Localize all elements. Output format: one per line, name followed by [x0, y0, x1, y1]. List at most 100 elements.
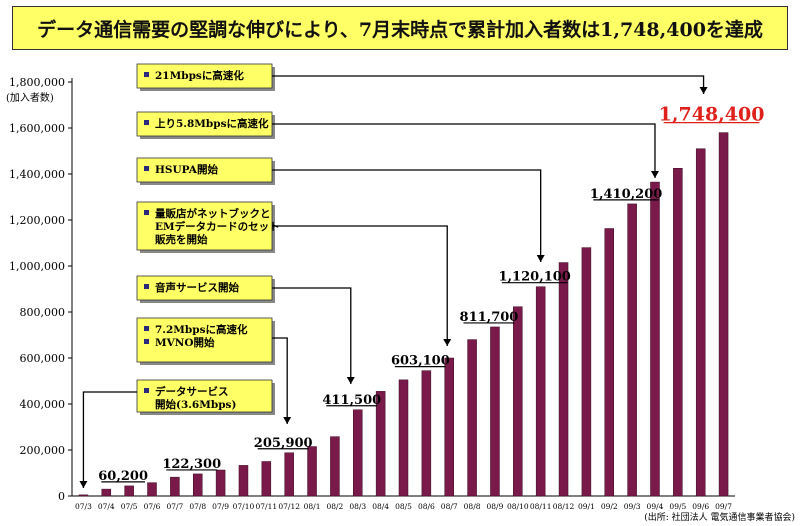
x-tick-label: 09/3: [624, 502, 641, 511]
bar: [375, 391, 386, 497]
bar: [650, 181, 660, 497]
arrow-head: [283, 417, 292, 424]
y-tick-label: 800,000: [20, 306, 66, 319]
x-tick-label: 09/6: [692, 502, 709, 511]
bar: [353, 409, 363, 497]
bar: [558, 262, 569, 497]
y-tick-label: 1,200,000: [9, 214, 65, 227]
x-tick-label: 09/2: [601, 502, 618, 511]
callout-arrow-line: [272, 123, 656, 178]
callout-arrow-line: [82, 391, 137, 488]
arrow-head: [346, 377, 355, 384]
data-label: 122,300: [162, 457, 221, 472]
x-tick-label: 07/11: [256, 502, 278, 511]
bar: [398, 379, 409, 497]
bar: [673, 168, 683, 497]
x-tick-label: 08/9: [487, 502, 504, 511]
callout-box: [136, 317, 273, 363]
x-tick-label: 08/10: [507, 502, 529, 511]
bar: [627, 203, 637, 497]
arrow-head: [79, 481, 88, 488]
x-tick-label: 07/5: [121, 502, 138, 511]
bar: [238, 465, 249, 497]
x-tick-label: 08/1: [304, 502, 321, 511]
callout-arrow-line: [272, 75, 705, 94]
y-tick-label: 0: [58, 490, 65, 503]
bar: [215, 469, 226, 497]
callout-arrow-line: [272, 287, 352, 384]
bar: [718, 132, 729, 497]
callout-arrow-line: [272, 169, 542, 262]
bar: [695, 148, 706, 497]
x-tick-label: 08/5: [395, 502, 412, 511]
callout-text: 21Mbpsに高速化: [155, 69, 244, 82]
bar: [467, 339, 477, 497]
y-tick-label: 600,000: [20, 352, 66, 365]
x-tick-label: 07/3: [75, 502, 92, 511]
x-tick-label: 08/4: [372, 502, 389, 511]
bar: [490, 326, 500, 497]
callout-box: [136, 201, 273, 251]
x-tick-label: 07/8: [189, 502, 206, 511]
callout-arrow-line: [272, 337, 288, 424]
y-tick-label: 400,000: [20, 398, 66, 411]
callout-bullet: [144, 120, 149, 125]
bar: [421, 370, 432, 497]
bar: [444, 357, 454, 497]
arrow-head: [699, 87, 708, 94]
callout-bullet: [144, 166, 149, 171]
y-tick-label: 1,600,000: [9, 122, 65, 135]
x-tick-label: 07/9: [212, 502, 229, 511]
arrow-head: [443, 339, 452, 346]
callout-box: [136, 275, 273, 301]
bar: [170, 476, 180, 497]
x-tick-label: 07/12: [278, 502, 300, 511]
x-tick-label: 08/12: [553, 502, 575, 511]
callout-bullet: [144, 210, 149, 215]
x-tick-label: 08/8: [464, 502, 481, 511]
x-tick-label: 08/7: [441, 502, 458, 511]
callout-text: 量販店がネットブックと: [155, 207, 271, 220]
data-label: 1,748,400: [659, 104, 765, 126]
callout-bullet: [144, 326, 149, 331]
data-label: 1,410,200: [590, 187, 662, 202]
data-label: 1,120,100: [498, 270, 570, 285]
bar: [307, 446, 317, 497]
x-tick-label: 07/7: [166, 502, 183, 511]
bar: [147, 482, 157, 497]
y-tick-label: 1,000,000: [9, 260, 65, 273]
callout-text: MVNO開始: [155, 336, 215, 349]
x-tick-label: 08/6: [418, 502, 435, 511]
callout-bullet: [144, 72, 149, 77]
callout-text: 7.2Mbpsに高速化: [155, 323, 248, 336]
y-axis-label: (加入者数): [6, 91, 54, 104]
bar: [192, 473, 203, 497]
callout-text: 販売を開始: [155, 233, 208, 246]
callout-text: データサービス: [155, 385, 229, 398]
x-tick-label: 08/3: [349, 502, 366, 511]
bar: [284, 452, 294, 497]
bar: [581, 247, 592, 497]
bar: [261, 461, 272, 497]
callout-arrow-line: [272, 225, 448, 346]
x-tick-label: 07/10: [233, 502, 255, 511]
source-note: (出所: 社団法人 電気通信事業者協会): [644, 511, 795, 523]
callout-box: [136, 379, 273, 413]
y-tick-label: 1,800,000: [9, 76, 65, 89]
x-tick-label: 09/7: [715, 502, 732, 511]
callout-box: [136, 157, 273, 183]
bar: [604, 228, 615, 497]
bar: [124, 485, 134, 497]
y-tick-label: 200,000: [20, 444, 66, 457]
callout-text: 開始(3.6Mbps): [155, 398, 236, 411]
callout-text: HSUPA開始: [155, 163, 218, 176]
callout-bullet: [144, 388, 149, 393]
data-label: 205,900: [254, 436, 313, 451]
callout-bullet: [144, 284, 149, 289]
callout-box: [136, 63, 273, 89]
bar: [101, 488, 112, 497]
bar: [513, 306, 523, 497]
x-tick-label: 07/6: [144, 502, 161, 511]
callout-text: EMデータカードのセット: [155, 220, 280, 233]
